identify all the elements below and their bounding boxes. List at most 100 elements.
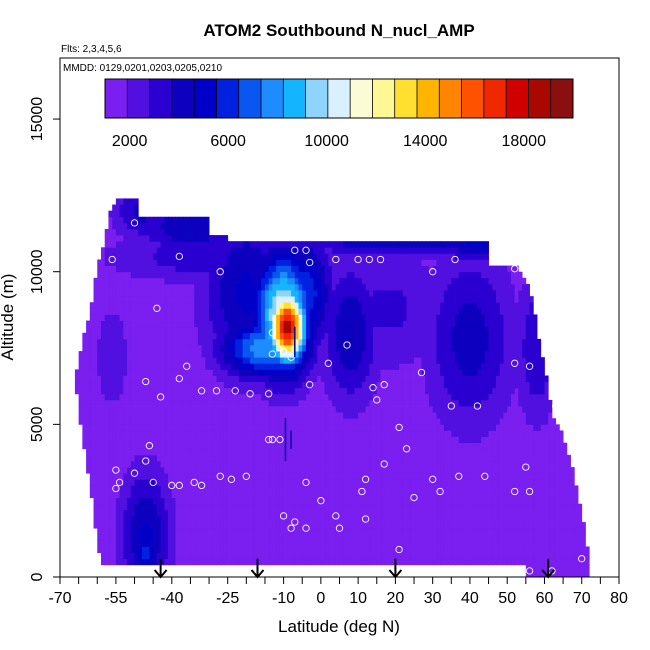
heatmap-cell	[156, 412, 162, 419]
heatmap-cell	[305, 424, 311, 431]
heatmap-cell	[291, 314, 296, 321]
heatmap-cell	[246, 351, 251, 358]
heatmap-cell	[317, 393, 322, 401]
heatmap-cell	[376, 277, 381, 285]
heatmap-cell	[156, 235, 162, 242]
heatmap-cell	[395, 259, 400, 266]
heatmap-cell	[320, 290, 325, 297]
heatmap-cell	[156, 338, 162, 346]
heatmap-cell	[421, 528, 426, 535]
heatmap-cell	[257, 369, 262, 376]
heatmap-cell	[149, 308, 154, 315]
heatmap-cell	[425, 534, 430, 541]
heatmap-cell	[373, 351, 378, 358]
heatmap-cell	[332, 467, 337, 474]
heatmap-cell	[190, 265, 195, 273]
heatmap-cell	[309, 534, 314, 541]
heatmap-cell	[395, 332, 400, 340]
heatmap-cell	[197, 326, 203, 334]
heatmap-cell	[86, 436, 91, 444]
heatmap-cell	[156, 314, 162, 321]
heatmap-cell	[216, 424, 221, 431]
heatmap-cell	[421, 308, 426, 315]
heatmap-cell	[268, 479, 273, 486]
heatmap-cell	[264, 393, 270, 401]
heatmap-cell	[365, 491, 370, 499]
heatmap-cell	[201, 399, 206, 407]
heatmap-cell	[272, 387, 277, 395]
heatmap-cell	[339, 308, 344, 315]
heatmap-cell	[358, 454, 363, 462]
heatmap-cell	[97, 277, 102, 285]
heatmap-cell	[365, 424, 370, 431]
heatmap-cell	[86, 344, 91, 352]
heatmap-cell	[354, 436, 359, 444]
heatmap-cell	[130, 228, 135, 236]
heatmap-cell	[115, 515, 121, 523]
heatmap-cell	[276, 314, 281, 321]
heatmap-cell	[97, 503, 102, 511]
heatmap-cell	[127, 399, 132, 407]
heatmap-cell	[97, 430, 102, 437]
heatmap-cell	[320, 314, 325, 321]
heatmap-cell	[250, 351, 255, 358]
heatmap-cell	[421, 314, 426, 321]
heatmap-cell	[212, 351, 217, 358]
heatmap-cell	[119, 375, 124, 383]
heatmap-cell	[223, 418, 229, 425]
heatmap-cell	[179, 503, 184, 511]
heatmap-cell	[250, 436, 255, 444]
heatmap-cell	[346, 314, 352, 321]
heatmap-cell	[358, 528, 363, 535]
heatmap-cell	[93, 485, 98, 492]
heatmap-cell	[141, 228, 147, 236]
heatmap-cell	[238, 351, 244, 358]
heatmap-cell	[279, 460, 284, 468]
heatmap-cell	[201, 412, 206, 419]
heatmap-cell	[153, 235, 158, 242]
heatmap-cell	[145, 241, 150, 248]
heatmap-cell	[291, 442, 296, 450]
heatmap-cell	[361, 448, 366, 456]
heatmap-cell	[298, 552, 303, 560]
heatmap-cell	[253, 302, 258, 309]
heatmap-cell	[130, 448, 135, 456]
heatmap-cell	[227, 247, 232, 254]
heatmap-cell	[410, 424, 415, 431]
heatmap-cell	[205, 558, 210, 566]
heatmap-cell	[302, 442, 307, 450]
heatmap-cell	[417, 412, 422, 419]
heatmap-cell	[406, 338, 411, 346]
heatmap-cell	[399, 314, 404, 321]
heatmap-cell	[153, 436, 158, 444]
heatmap-cell	[421, 253, 426, 260]
heatmap-cell	[399, 473, 404, 480]
heatmap-cell	[119, 363, 124, 370]
heatmap-cell	[298, 454, 303, 462]
heatmap-cell	[410, 540, 415, 547]
heatmap-cell	[358, 558, 363, 566]
heatmap-cell	[276, 277, 281, 285]
heatmap-cell	[264, 265, 270, 273]
heatmap-cell	[138, 534, 143, 541]
heatmap-cell	[272, 253, 277, 260]
heatmap-cell	[283, 515, 288, 523]
heatmap-cell	[134, 381, 139, 389]
heatmap-cell	[156, 522, 162, 529]
heatmap-cell	[343, 399, 348, 407]
heatmap-cell	[332, 424, 337, 431]
heatmap-cell	[235, 436, 240, 444]
heatmap-cell	[346, 442, 352, 450]
heatmap-cell	[268, 558, 273, 566]
heatmap-cell	[100, 467, 106, 474]
heatmap-cell	[112, 283, 117, 291]
heatmap-cell	[276, 454, 281, 462]
heatmap-cell	[332, 375, 337, 383]
heatmap-cell	[242, 503, 247, 511]
heatmap-cell	[380, 430, 385, 437]
heatmap-cell	[235, 363, 240, 370]
heatmap-cell	[130, 454, 135, 462]
heatmap-cell	[380, 528, 385, 535]
heatmap-cell	[119, 509, 124, 517]
heatmap-cell	[212, 546, 217, 553]
